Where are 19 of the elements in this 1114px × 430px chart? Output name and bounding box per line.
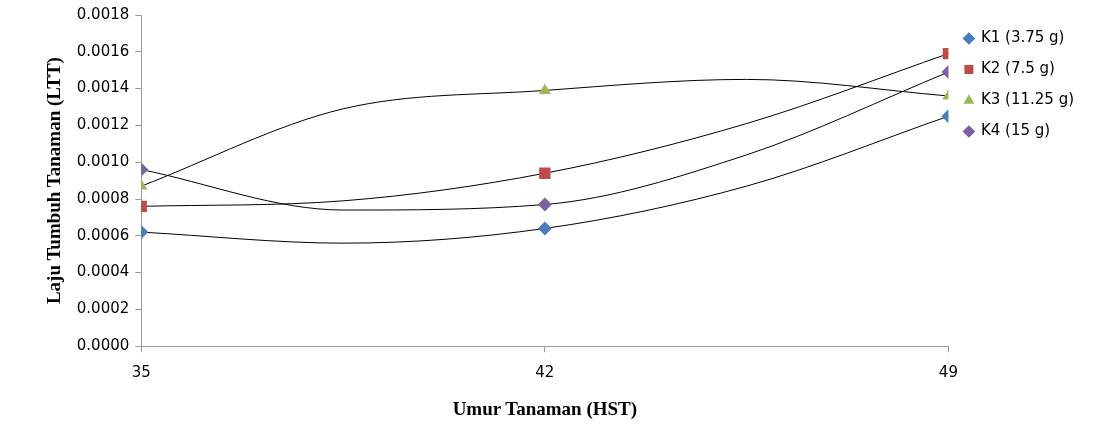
y-tick-label: 0.0006 bbox=[76, 225, 130, 244]
y-tick-label: 0.0000 bbox=[76, 336, 130, 355]
y-tick-label: 0.0008 bbox=[76, 188, 130, 207]
y-tick-label: 0.0012 bbox=[76, 115, 130, 134]
x-tick-label: 42 bbox=[535, 363, 555, 382]
y-tick-label: 0.0014 bbox=[76, 78, 130, 97]
legend-label: K1 (3.75 g) bbox=[980, 28, 1065, 47]
legend-label: K2 (7.5 g) bbox=[980, 59, 1055, 78]
x-tick-label: 35 bbox=[131, 363, 151, 382]
x-tick-label: 49 bbox=[938, 363, 958, 382]
y-axis-title: Laju Tumbuh Tanaman (LTT) bbox=[43, 57, 66, 305]
y-tick-label: 0.0002 bbox=[76, 299, 130, 318]
y-tick-label: 0.0016 bbox=[76, 41, 130, 60]
x-axis-title: Umur Tanaman (HST) bbox=[452, 397, 638, 420]
y-tick-label: 0.0004 bbox=[76, 262, 130, 281]
legend-label: K4 (15 g) bbox=[980, 121, 1051, 140]
y-tick-label: 0.0010 bbox=[76, 152, 130, 171]
legend-label: K3 (11.25 g) bbox=[980, 90, 1075, 109]
y-tick-label: 0.0018 bbox=[76, 4, 130, 23]
